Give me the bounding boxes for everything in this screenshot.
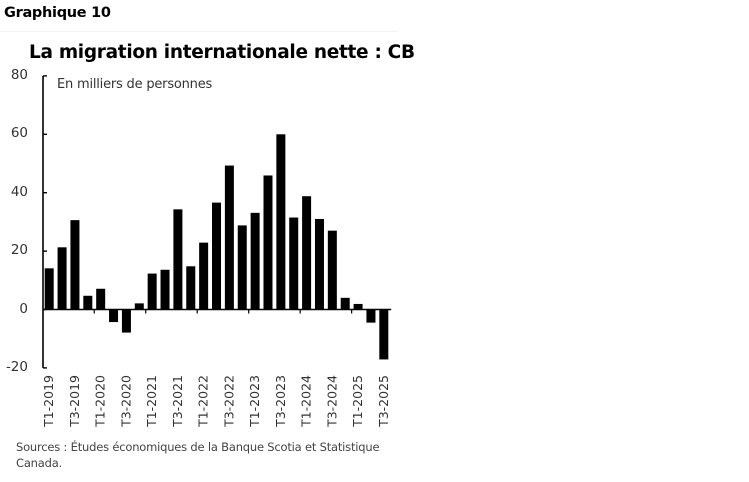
bar-T4-2020 [134,303,144,310]
y-tick-label: 0 [19,300,28,317]
y-tick-label: 20 [10,242,28,259]
x-tick-label: T3-2019 [67,375,82,428]
bar-T1-2023 [250,212,260,310]
bar-T2-2025 [366,309,376,323]
bar-T2-2022 [212,202,222,310]
bar-T3-2024 [327,230,337,310]
x-tick-label: T1-2022 [196,375,211,428]
bar-T1-2019 [44,268,54,310]
bar-T2-2020 [109,309,119,323]
bar-T3-2019 [70,220,80,310]
bar-T4-2021 [186,266,196,310]
bar-T3-2022 [224,165,234,310]
bar-T2-2023 [263,175,273,310]
bar-T2-2021 [160,269,170,310]
bar-T4-2019 [83,295,93,310]
x-tick-label: T1-2021 [144,375,159,428]
header-divider [0,31,398,32]
bar-T3-2020 [121,309,131,333]
bar-T1-2021 [147,273,157,310]
y-tick-label: 40 [10,183,28,200]
bar-T1-2024 [302,196,312,310]
bar-T1-2025 [353,303,363,310]
source-note: Sources : Études économiques de la Banqu… [16,440,380,470]
y-tick-label: -20 [5,358,28,375]
bar-T1-2020 [96,288,106,310]
bar-T4-2023 [289,217,299,310]
x-tick-label: T3-2020 [118,375,133,428]
x-tick-label: T3-2023 [273,375,288,428]
bar-T4-2022 [237,225,247,310]
bar-T3-2025 [379,309,389,360]
x-tick-label: T1-2024 [299,375,314,428]
x-tick-label: T1-2023 [247,375,262,428]
x-tick-label: T3-2021 [170,375,185,428]
x-tick-label: T1-2025 [350,375,365,428]
bar-T4-2024 [340,297,350,310]
bar-T1-2022 [199,242,209,310]
x-tick-label: T1-2019 [41,375,56,428]
chart-title: La migration internationale nette : CB [29,42,415,63]
x-tick-label: T3-2025 [376,375,391,428]
unit-label: En milliers de personnes [57,77,213,92]
x-tick-label: T3-2024 [324,375,339,428]
y-tick-label: 80 [10,66,28,83]
x-tick-label: T1-2020 [93,375,108,428]
x-tick-label: T3-2022 [221,375,236,428]
y-tick-label: 60 [10,125,28,142]
bar-T3-2023 [276,134,286,310]
bar-T2-2019 [57,247,67,310]
bar-T3-2021 [173,209,183,310]
figure-label: Graphique 10 [4,5,111,21]
bar-T2-2024 [314,218,324,310]
